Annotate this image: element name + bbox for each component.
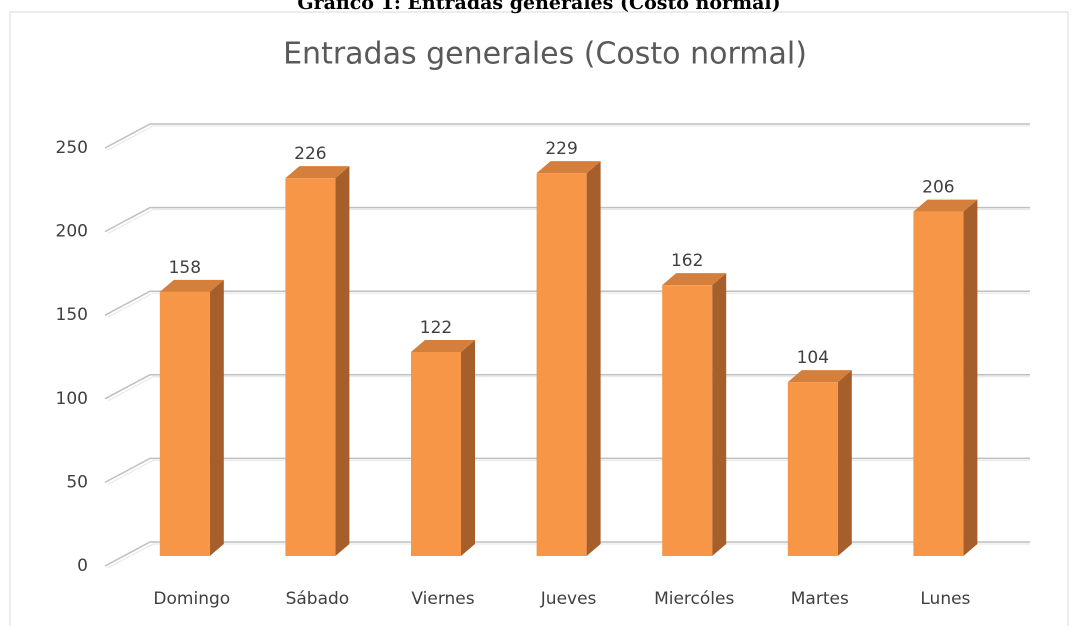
grid-line [104,123,1030,149]
bar [662,285,713,556]
x-tick-label: Lunes [920,589,970,609]
x-tick-label: Miercóles [654,589,734,609]
caption: Gráfico 1: Entradas generales (Costo nor… [297,0,780,14]
value-label: 229 [545,139,577,159]
value-label: 162 [671,251,703,271]
bar-side [837,370,852,556]
value-label: 206 [922,178,954,198]
grid-line [104,374,1030,400]
grid-line-shadow [107,125,1030,151]
grid-line [104,541,1030,567]
grid-line-shadow [107,459,1030,485]
bar [913,211,964,556]
grid-line [104,290,1030,316]
grid-line [104,206,1030,233]
bar [787,382,838,556]
x-tick-label: Viernes [411,589,474,609]
value-label: 122 [420,318,452,338]
chart-title: Entradas generales (Costo normal) [283,37,807,72]
y-tick-label: 250 [56,138,88,158]
bar-side [461,340,475,556]
grid-line [104,457,1030,484]
bar [159,291,210,556]
bar-top [913,199,978,212]
bar-top [285,166,350,179]
y-tick-label: 200 [56,222,88,242]
value-label: 226 [294,144,326,164]
bar-top [787,370,852,383]
grid-line-shadow [107,376,1030,402]
grid-line-shadow [107,292,1030,318]
bar-side [586,161,601,556]
bar-side [335,166,350,557]
x-tick-label: Sábado [286,589,350,609]
bar-top [411,340,475,353]
bar-side [209,279,224,556]
value-label: 104 [797,348,829,368]
x-tick-label: Martes [791,589,849,609]
bar-top [159,279,224,292]
y-tick-label: 100 [56,389,88,409]
value-label: 158 [169,258,201,278]
bar-top [536,161,601,174]
grid-line-shadow [107,543,1030,569]
bar [536,173,587,556]
y-tick-label: 150 [56,305,88,325]
bar-side [963,199,978,556]
y-tick-label: 0 [77,556,88,576]
bar [411,352,461,556]
bar-top [662,273,727,286]
bar [285,178,336,557]
grid-line-shadow [107,209,1030,235]
y-tick-label: 50 [66,472,88,492]
x-tick-label: Domingo [153,589,230,609]
x-tick-label: Jueves [540,589,597,609]
bar-side [712,273,727,556]
